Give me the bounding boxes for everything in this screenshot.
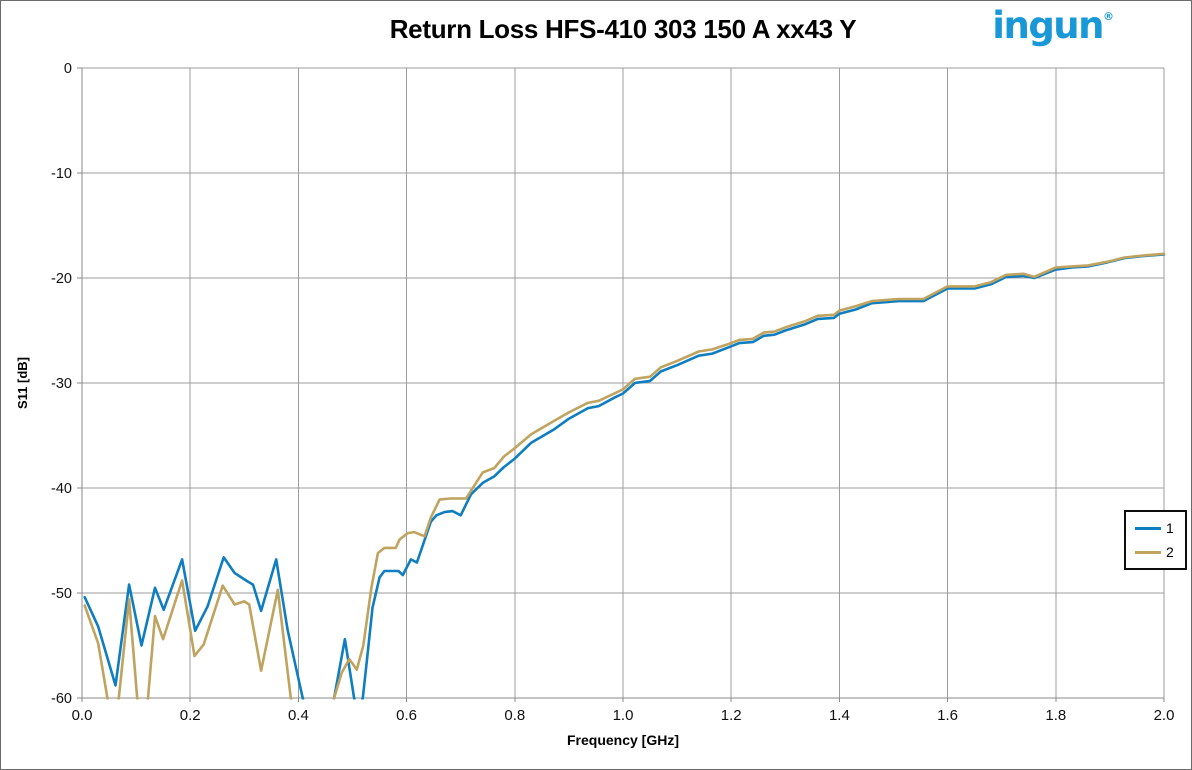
x-tick-label: 1.0 [613, 707, 634, 724]
x-tick-label: 1.2 [721, 707, 742, 724]
legend-swatch [1135, 550, 1161, 554]
x-tick-label: 2.0 [1154, 707, 1175, 724]
x-tick-label: 0.8 [504, 707, 525, 724]
y-tick-label: 0 [64, 61, 72, 77]
logo-text: ingun [992, 4, 1104, 47]
legend-swatch [1135, 526, 1161, 530]
y-tick-label: -60 [51, 691, 72, 707]
chart-title: Return Loss HFS-410 303 150 A xx43 Y [389, 14, 857, 44]
x-tick-label: 1.4 [829, 707, 850, 724]
y-tick-label: -40 [51, 481, 72, 497]
y-tick-label: -50 [51, 586, 72, 602]
legend-entry: 2 [1135, 545, 1185, 559]
legend-entry: 1 [1135, 521, 1185, 535]
series-line-1 [83, 253, 1166, 700]
legend-label: 1 [1166, 520, 1174, 536]
legend-label: 2 [1166, 544, 1174, 560]
y-tick-label: -10 [51, 166, 72, 182]
x-tick-label: 0.0 [72, 707, 93, 724]
x-tick-label: 0.4 [288, 707, 309, 724]
y-tick-label: -20 [51, 271, 72, 287]
ingun-logo: ingun® [992, 7, 1114, 44]
x-tick-label: 0.2 [180, 707, 201, 724]
logo-registered-mark: ® [1103, 10, 1114, 23]
series-line-2 [83, 252, 1166, 700]
x-axis-title: Frequency [GHz] [566, 732, 679, 748]
x-tick-label: 1.6 [937, 707, 958, 724]
x-tick-label: 1.8 [1045, 707, 1066, 724]
x-tick-label: 0.6 [396, 707, 417, 724]
y-tick-label: -30 [51, 376, 72, 392]
